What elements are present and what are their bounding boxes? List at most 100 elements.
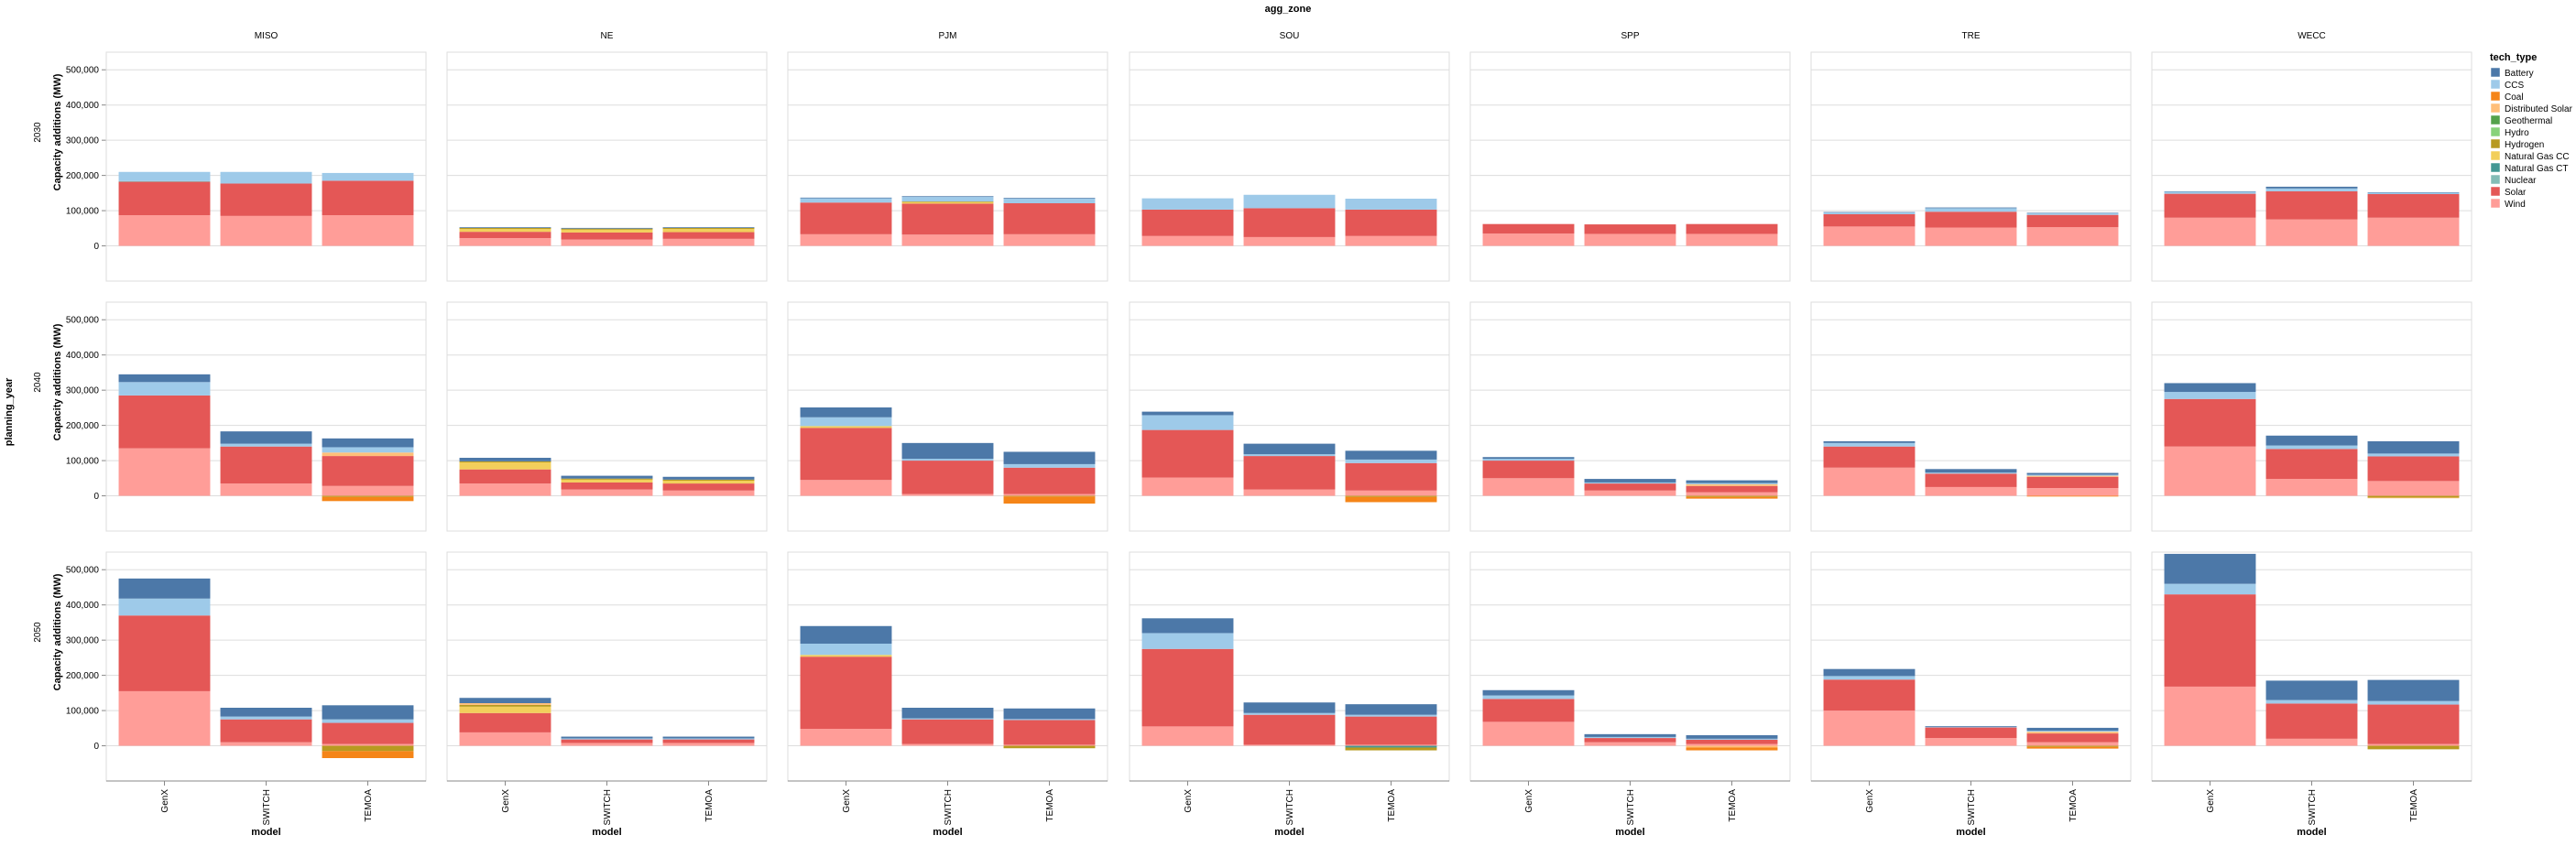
bar-segment-WECC-2050-SWITCH-solar [2265, 703, 2358, 739]
bar-segment-NE-2040-SWITCH-solar [561, 482, 653, 490]
legend-item-hydro: Hydro [2490, 126, 2529, 138]
bar-segment-WECC-2040-TEMOA-wind [2367, 481, 2460, 496]
bar-segment-WECC-2030-SWITCH-wind [2265, 219, 2358, 246]
facet-SPP-2040 [1469, 301, 1791, 532]
bar-segment-TRE-2050-GenX-wind [1823, 710, 1916, 746]
bar-segment-MISO-2050-SWITCH-solar [220, 719, 312, 743]
y-tick-label: 100,000 [66, 457, 100, 467]
x-tick-label: TEMOA [2409, 789, 2419, 822]
bar-segment-SOU-2040-SWITCH-wind [1243, 489, 1336, 496]
x-axis-title: model [1956, 827, 1985, 838]
bar-segment-TRE-2040-GenX-solar [1823, 446, 1916, 468]
bar-segment-TRE-2050-TEMOA-distributed-solar [2026, 732, 2119, 734]
bar-segment-MISO-2030-SWITCH-solar [220, 183, 312, 216]
y-axis-title: Capacity additions (MW) [52, 323, 63, 440]
bar-segment-NE-2030-TEMOA-battery [662, 227, 755, 228]
bar-segment-WECC-2050-SWITCH-wind [2265, 738, 2358, 746]
y-tick-label: 300,000 [66, 386, 100, 396]
facet-NE-2040 [446, 301, 768, 532]
bar-segment-SOU-2040-SWITCH-battery [1243, 443, 1336, 455]
bar-segment-TRE-2050-GenX-solar [1823, 679, 1916, 711]
bar-segment-MISO-2030-TEMOA-wind [322, 215, 414, 246]
bar-segment-MISO-2040-TEMOA-coal [322, 496, 414, 502]
column-header-NE: NE [601, 31, 614, 41]
legend-label: Hydrogen [2505, 140, 2544, 150]
bar-segment-TRE-2040-TEMOA-distributed-solar [2026, 475, 2119, 477]
y-tick-label: 500,000 [66, 566, 100, 576]
bar-segment-MISO-2040-SWITCH-ccs [220, 443, 312, 447]
legend-swatch [2490, 114, 2501, 125]
bar-segment-MISO-2040-TEMOA-battery [322, 438, 414, 448]
x-tick-label: TEMOA [1045, 789, 1055, 822]
legend-label: Coal [2505, 92, 2524, 103]
legend-item-geothermal: Geothermal [2490, 114, 2552, 126]
bar-segment-TRE-2040-SWITCH-ccs [1925, 472, 2017, 474]
bar-segment-PJM-2050-GenX-wind [800, 729, 892, 746]
bar-segment-MISO-2050-TEMOA-solar [322, 722, 414, 744]
facet-WECC-2030 [2151, 51, 2472, 282]
bar-segment-PJM-2040-TEMOA-wind [1003, 494, 1096, 496]
bar-segment-SOU-2040-TEMOA-coal [1345, 496, 1437, 503]
bar-segment-WECC-2040-GenX-solar [2164, 398, 2256, 447]
bar-segment-NE-2050-GenX-solar [459, 712, 551, 732]
x-tick-label: TEMOA [704, 789, 715, 822]
column-header-SOU: SOU [1280, 31, 1300, 41]
bar-segment-WECC-2050-TEMOA-solar [2367, 704, 2460, 744]
bar-segment-TRE-2050-TEMOA-hydrogen [2026, 745, 2119, 747]
row-field-label: planning_year [4, 377, 15, 446]
bar-segment-NE-2040-SWITCH-battery [561, 475, 653, 479]
x-tick-label: TEMOA [1387, 789, 1397, 822]
bar-segment-PJM-2050-GenX-natural-gas-cc [800, 655, 892, 657]
bar-segment-TRE-2040-TEMOA-battery [2026, 472, 2119, 475]
bar-segment-TRE-2040-SWITCH-wind [1925, 486, 2017, 496]
bar-segment-PJM-2040-GenX-natural-gas-cc [800, 426, 892, 428]
facet-frame [787, 51, 1108, 282]
bar-segment-MISO-2030-GenX-solar [118, 181, 211, 216]
bar-segment-WECC-2050-GenX-ccs [2164, 583, 2256, 595]
bar-segment-MISO-2050-GenX-ccs [118, 598, 211, 616]
bar-segment-SOU-2050-GenX-battery [1141, 618, 1234, 634]
bar-segment-TRE-2040-TEMOA-wind [2026, 488, 2119, 496]
column-header-TRE: TRE [1962, 31, 1981, 41]
bar-segment-TRE-2030-GenX-ccs [1823, 212, 1916, 214]
bar-segment-NE-2050-TEMOA-wind [662, 743, 755, 746]
legend-swatch [2490, 150, 2501, 161]
bar-segment-SOU-2050-TEMOA-hydrogen [1345, 747, 1437, 751]
bar-segment-WECC-2040-SWITCH-battery [2265, 435, 2358, 446]
bar-segment-NE-2050-GenX-distributed-solar [459, 703, 551, 705]
bar-segment-MISO-2040-TEMOA-hydrogen [322, 495, 414, 497]
bar-segment-MISO-2040-GenX-ccs [118, 382, 211, 396]
legend-swatch [2490, 174, 2501, 185]
bar-segment-TRE-2050-SWITCH-battery [1925, 726, 2017, 727]
legend-item-hydrogen: Hydrogen [2490, 138, 2544, 150]
legend-item-natural-gas-cc: Natural Gas CC [2490, 150, 2570, 162]
bar-segment-TRE-2050-TEMOA-solar [2026, 733, 2119, 743]
bar-segment-NE-2050-GenX-wind [459, 732, 551, 746]
y-tick-label: 100,000 [66, 207, 100, 217]
bar-segment-TRE-2050-SWITCH-wind [1925, 738, 2017, 746]
chart-title: agg_zone [1265, 4, 1312, 15]
bar-segment-SOU-2030-SWITCH-solar [1243, 208, 1336, 237]
bar-segment-MISO-2050-SWITCH-battery [220, 708, 312, 717]
bar-segment-SPP-2040-GenX-battery [1482, 457, 1575, 460]
bar-segment-TRE-2040-TEMOA-coal [2026, 495, 2119, 497]
row-header-2050: 2050 [33, 622, 43, 643]
bar-segment-WECC-2040-GenX-wind [2164, 446, 2256, 496]
bar-segment-WECC-2040-SWITCH-ccs [2265, 445, 2358, 450]
bar-segment-PJM-2050-TEMOA-solar [1003, 720, 1096, 745]
bar-segment-SPP-2040-TEMOA-battery [1686, 480, 1778, 483]
facet-frame [1129, 51, 1450, 282]
bar-segment-NE-2040-TEMOA-wind [662, 490, 755, 496]
bar-segment-NE-2050-TEMOA-battery [662, 736, 755, 739]
facet-PJM-2030 [787, 51, 1108, 282]
bar-segment-PJM-2030-TEMOA-ccs [1003, 199, 1096, 203]
bar-segment-NE-2040-GenX-battery [459, 458, 551, 461]
bar-segment-PJM-2050-TEMOA-ccs [1003, 719, 1096, 721]
bar-segment-SOU-2030-GenX-solar [1141, 209, 1234, 236]
bar-segment-SOU-2050-SWITCH-wind [1243, 744, 1336, 746]
bar-segment-SOU-2050-SWITCH-ccs [1243, 712, 1336, 715]
bar-segment-MISO-2040-GenX-battery [118, 374, 211, 383]
bar-segment-TRE-2050-SWITCH-ccs [1925, 726, 2017, 728]
